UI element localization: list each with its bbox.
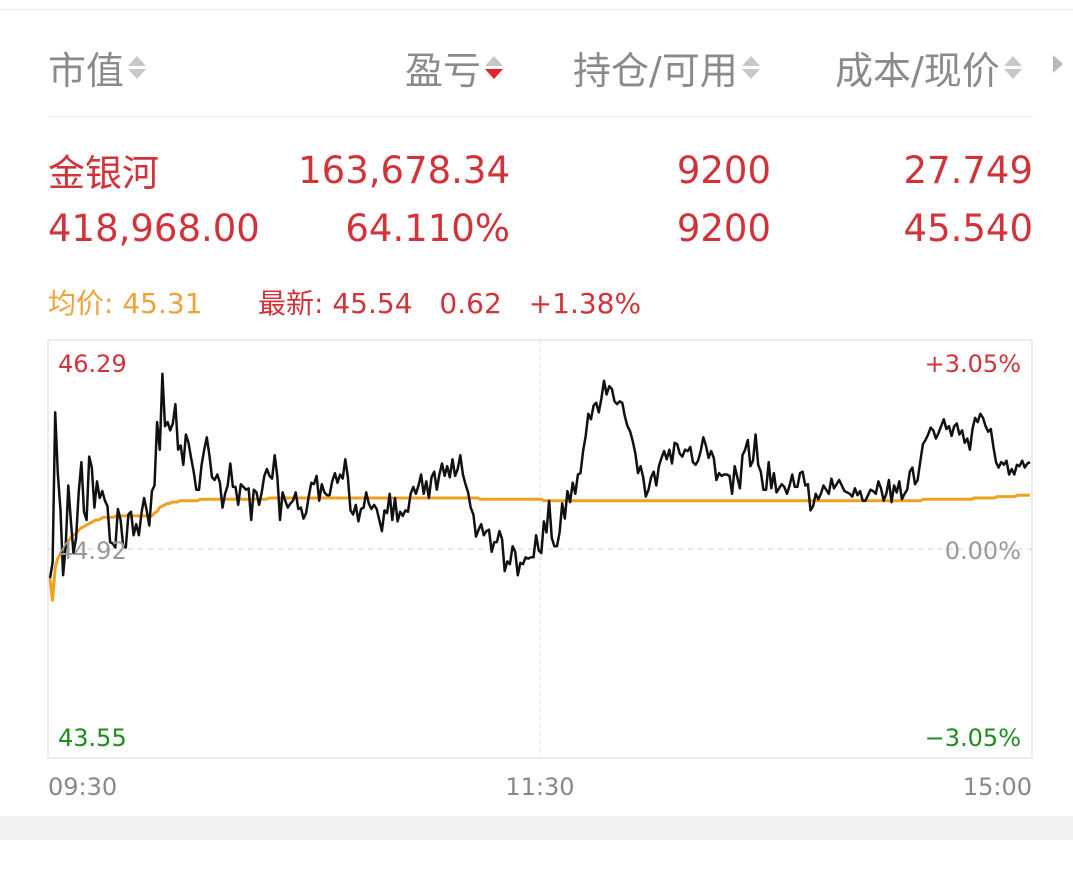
- average-price-value: 45.31: [122, 287, 203, 320]
- sort-position[interactable]: 持仓/可用: [573, 38, 760, 96]
- position-quantity: 9200: [676, 148, 771, 192]
- bottom-separator: [0, 816, 1073, 840]
- time-label-open: 09:30: [48, 773, 117, 801]
- sort-cost-price[interactable]: 成本/现价: [835, 38, 1022, 96]
- y-label-high: 46.29: [58, 350, 127, 378]
- time-label-midday: 11:30: [505, 773, 574, 801]
- sort-desc-icon: [485, 55, 504, 79]
- scroll-right-icon[interactable]: [1053, 55, 1063, 73]
- y-label-low: 43.55: [58, 724, 127, 752]
- pct-label-high: +3.05%: [925, 350, 1021, 378]
- market-value: 418,968.00: [48, 206, 260, 250]
- profit-percent: 64.110%: [345, 206, 510, 250]
- pct-label-mid: 0.00%: [945, 537, 1021, 565]
- header-cost-price-label: 成本/现价: [835, 48, 1000, 93]
- sort-market-value[interactable]: 市值: [48, 38, 147, 96]
- y-label-mid: 44.92: [58, 537, 127, 565]
- header-market-value-label: 市值: [48, 48, 125, 93]
- latest-quote: 最新: 45.54 0.62 +1.38%: [258, 282, 642, 320]
- pct-label-low: −3.05%: [925, 724, 1021, 752]
- profit-amount: 163,678.34: [298, 148, 510, 192]
- intraday-chart[interactable]: 46.29 44.92 43.55 +3.05% 0.00% −3.05% 09…: [0, 330, 1073, 810]
- cost-price: 27.749: [903, 148, 1033, 192]
- current-price: 45.540: [903, 206, 1033, 250]
- sort-toggle-icon: [1003, 55, 1022, 79]
- stock-name: 金银河: [48, 152, 159, 195]
- latest-price-value: 45.54: [332, 287, 413, 320]
- header-divider: [48, 116, 1033, 117]
- sort-profit[interactable]: 盈亏: [405, 38, 504, 96]
- header-position-label: 持仓/可用: [573, 48, 738, 93]
- average-price-label: 均价:: [48, 287, 114, 320]
- available-quantity: 9200: [676, 206, 771, 250]
- top-divider: [0, 9, 1073, 10]
- header-profit-label: 盈亏: [405, 48, 482, 93]
- latest-price-label: 最新:: [258, 287, 324, 320]
- holding-row[interactable]: 金银河 163,678.34 9200 27.749: [0, 145, 1073, 196]
- sort-toggle-icon: [128, 55, 147, 79]
- series-line-price: [48, 372, 1031, 579]
- time-label-close: 15:00: [963, 773, 1032, 801]
- price-change: 0.62: [439, 287, 502, 320]
- holding-row-secondary[interactable]: 418,968.00 64.110% 9200 45.540: [0, 203, 1073, 253]
- average-price: 均价: 45.31: [48, 282, 203, 320]
- intraday-chart-svg: 46.29 44.92 43.55 +3.05% 0.00% −3.05% 09…: [47, 339, 1033, 801]
- holdings-header: 市值 盈亏 持仓/可用 成本/现价: [0, 38, 1073, 96]
- price-change-percent: +1.38%: [528, 287, 642, 320]
- sort-toggle-icon: [741, 55, 760, 79]
